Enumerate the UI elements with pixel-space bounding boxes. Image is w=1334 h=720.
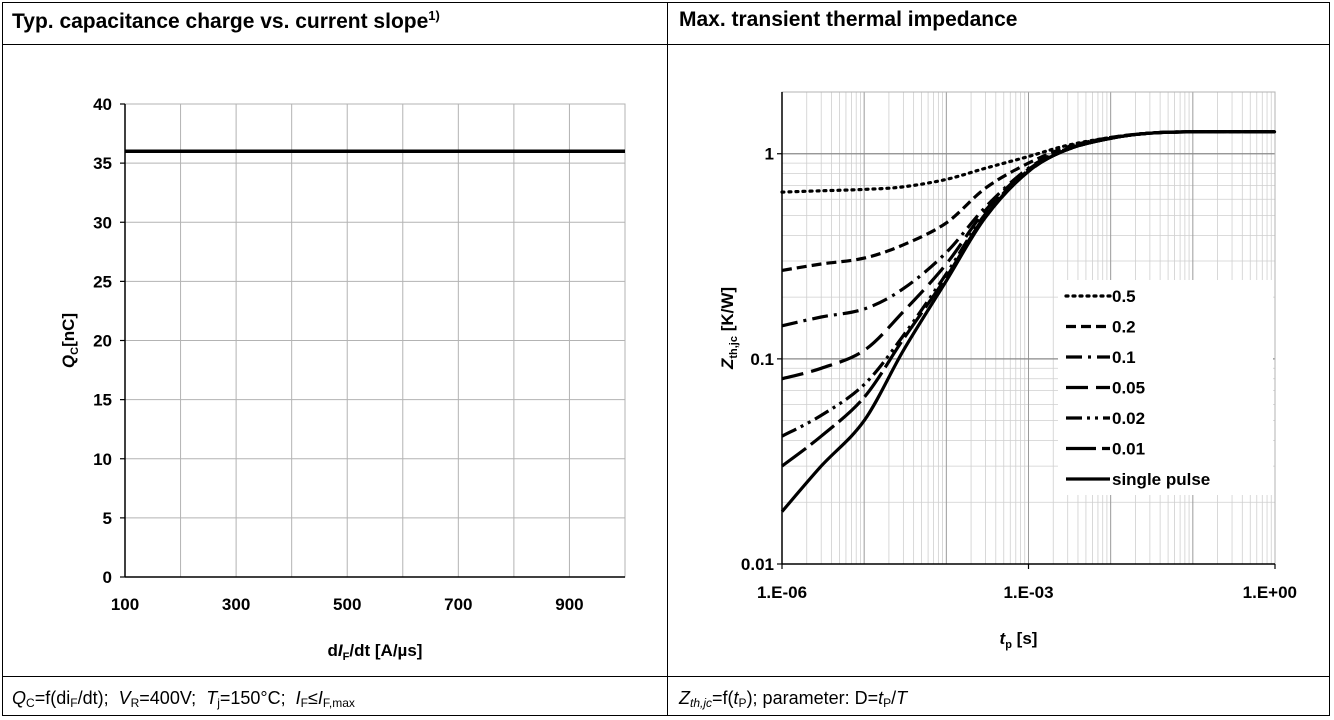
x-tick-label: 500 <box>333 595 361 614</box>
y-axis-label: QC[nC] <box>59 313 81 368</box>
legend-label: 0.1 <box>1112 348 1136 367</box>
caption-divider <box>2 676 1330 677</box>
title-footnote-ref: 1) <box>428 8 440 23</box>
x-tick-label: 1.E-06 <box>757 583 807 602</box>
legend-box <box>1058 280 1273 495</box>
y-tick-label: 20 <box>93 332 112 351</box>
legend-label: 0.2 <box>1112 318 1136 337</box>
y-tick-label: 40 <box>93 95 112 114</box>
y-tick-label: 0 <box>103 568 112 587</box>
y-tick-label: 5 <box>103 509 112 528</box>
left-chart-title: Typ. capacitance charge vs. current slop… <box>12 8 440 33</box>
right-chart-title: Max. transient thermal impedance <box>679 8 1018 31</box>
header-divider <box>2 44 1330 45</box>
y-tick-label: 0.1 <box>750 350 774 369</box>
legend-label: 0.05 <box>1112 379 1145 398</box>
x-tick-label: 1.E+00 <box>1243 583 1297 602</box>
right-caption: Zth,jc=f(tP); parameter: D=tP/T <box>679 688 908 710</box>
x-tick-label: 1.E-03 <box>1003 583 1053 602</box>
y-tick-label: 30 <box>93 213 112 232</box>
y-axis-label: Zth,jc [K/W] <box>718 287 740 370</box>
legend-label: 0.01 <box>1112 440 1145 459</box>
x-tick-label: 700 <box>444 595 472 614</box>
x-axis-label: dIF/dt [A/µs] <box>328 641 423 663</box>
x-tick-label: 100 <box>111 595 139 614</box>
y-tick-label: 15 <box>93 391 112 410</box>
x-axis-label: tp [s] <box>1000 629 1038 651</box>
series-line-d-single-pulse <box>780 130 1276 513</box>
y-tick-label: 35 <box>93 154 112 173</box>
column-divider <box>667 2 668 716</box>
y-tick-label: 0.01 <box>741 555 774 574</box>
legend-label: 0.02 <box>1112 409 1145 428</box>
x-tick-label: 900 <box>555 595 583 614</box>
left-caption: QC=f(diF/dt); VR=400V; Tj=150°C; IF≤IF,m… <box>12 688 355 710</box>
legend-label: single pulse <box>1112 470 1210 489</box>
legend-label: 0.5 <box>1112 287 1136 306</box>
y-tick-label: 1 <box>765 145 774 164</box>
y-tick-label: 10 <box>93 450 112 469</box>
y-tick-label: 25 <box>93 272 112 291</box>
x-tick-label: 300 <box>222 595 250 614</box>
